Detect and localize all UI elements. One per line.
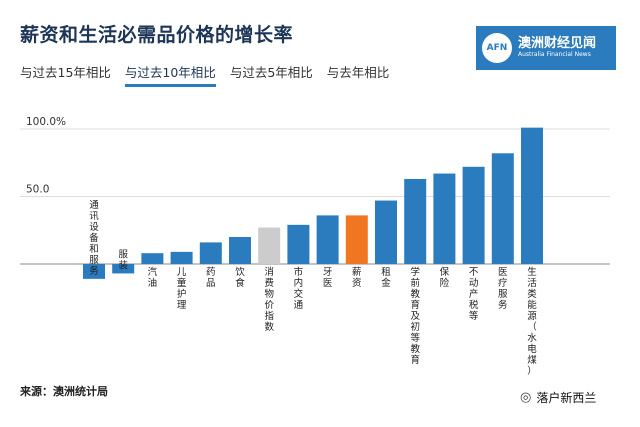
bar: [112, 264, 135, 274]
category-label: 牙医: [323, 267, 333, 289]
bar: [229, 237, 251, 264]
source-note: 来源：澳洲统计局: [20, 385, 108, 398]
category-label: 通讯设备和服务: [89, 200, 99, 277]
bar: [316, 215, 339, 264]
category-label: 生活类能源（水电煤）: [527, 266, 537, 377]
chart-title: 薪资和生活必需品价格的增长率: [20, 24, 294, 46]
bar: [462, 166, 485, 264]
logo-name-en: Australia Financial News: [518, 51, 591, 59]
tab-15-years[interactable]: 与过去15年相比: [20, 65, 111, 80]
bar: [404, 178, 427, 264]
category-label: 药品: [206, 267, 216, 289]
category-label: 服装: [118, 249, 128, 271]
category-label: 儿童护理: [177, 267, 187, 311]
category-label: 学前教育及初等教育: [410, 266, 420, 366]
tab-10-years[interactable]: 与过去10年相比: [124, 62, 216, 87]
bar: [287, 224, 310, 264]
category-label: 薪资: [352, 266, 362, 289]
category-label: 不动产税等: [469, 267, 479, 322]
category-label: 饮食: [235, 266, 245, 289]
tab-last-year[interactable]: 与去年相比: [326, 65, 390, 80]
watermark-text: 落户新西兰: [536, 391, 597, 405]
category-label: 市内交通: [294, 266, 304, 311]
category-label: 汽油: [148, 266, 158, 289]
category-label: 医疗服务: [498, 267, 508, 311]
category-label: 租金: [381, 266, 391, 289]
y-tick-label: 100.0%: [26, 116, 66, 128]
bar: [170, 251, 193, 264]
bar: [141, 253, 164, 264]
bar: [345, 215, 368, 264]
afn-logo: AFN 澳洲财经见闻 Australia Financial News: [476, 26, 616, 70]
wechat-icon: ◎: [520, 390, 532, 405]
bar: [199, 242, 222, 264]
logo-name-cn: 澳洲财经见闻: [518, 36, 597, 52]
bar: [433, 173, 456, 264]
category-label: 保险: [440, 266, 450, 289]
bar: [83, 264, 105, 279]
period-tabs: 与过去15年相比 与过去10年相比 与过去5年相比 与去年相比: [20, 62, 389, 87]
y-tick-label: 50.0: [26, 184, 49, 196]
bar: [375, 200, 397, 264]
watermark: ◎ 落户新西兰: [520, 389, 596, 406]
tab-5-years[interactable]: 与过去5年相比: [229, 65, 313, 80]
bar: [521, 127, 543, 265]
bar: [258, 227, 281, 264]
category-label: 消费物价指数: [264, 266, 274, 333]
logo-text: 澳洲财经见闻 Australia Financial News: [518, 36, 597, 59]
logo-mark: AFN: [482, 33, 512, 63]
bar: [491, 153, 514, 264]
